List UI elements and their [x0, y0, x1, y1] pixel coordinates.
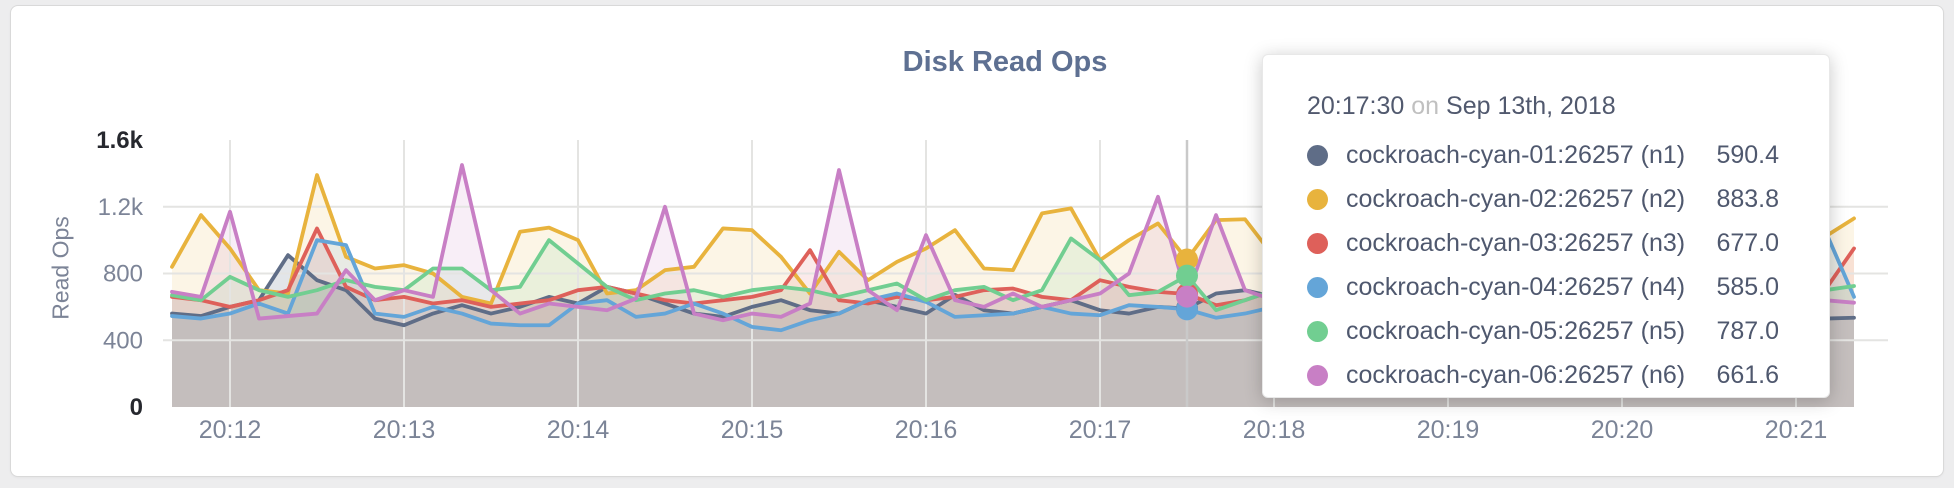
series-label: cockroach-cyan-06:26257 (n6) — [1346, 360, 1686, 389]
series-value: 590.4 — [1716, 140, 1779, 169]
series-value: 677.0 — [1716, 228, 1779, 257]
series-color-dot — [1307, 144, 1328, 166]
tooltip-row: cockroach-cyan-05:26257 (n5) 787.0 — [1307, 309, 1779, 353]
tooltip-row: cockroach-cyan-02:26257 (n2) 883.8 — [1307, 177, 1779, 221]
tooltip-row: cockroach-cyan-03:26257 (n3) 677.0 — [1307, 221, 1779, 265]
chart-title: Disk Read Ops — [902, 46, 1108, 78]
series-color-dot — [1307, 232, 1328, 254]
series-color-dot — [1307, 276, 1328, 298]
series-color-dot — [1307, 364, 1328, 386]
tooltip-row: cockroach-cyan-06:26257 (n6) 661.6 — [1307, 353, 1779, 397]
series-value: 787.0 — [1716, 316, 1779, 345]
y-axis-label: Read Ops — [47, 216, 74, 320]
series-label: cockroach-cyan-02:26257 (n2) — [1346, 184, 1686, 213]
series-color-dot — [1307, 188, 1328, 210]
tooltip-row: cockroach-cyan-04:26257 (n4) 585.0 — [1307, 265, 1779, 309]
series-value: 883.8 — [1716, 184, 1779, 213]
series-label: cockroach-cyan-01:26257 (n1) — [1346, 140, 1686, 169]
series-label: cockroach-cyan-03:26257 (n3) — [1346, 228, 1686, 257]
tooltip-row: cockroach-cyan-01:26257 (n1) 590.4 — [1307, 133, 1779, 177]
tooltip-conjunction: on — [1411, 92, 1440, 120]
tooltip-header: 20:17:30 on Sep 13th, 2018 — [1307, 89, 1779, 123]
series-label: cockroach-cyan-05:26257 (n5) — [1346, 316, 1686, 345]
series-value: 585.0 — [1716, 272, 1779, 301]
series-label: cockroach-cyan-04:26257 (n4) — [1346, 272, 1686, 301]
series-value: 661.6 — [1716, 360, 1779, 389]
tooltip-date: Sep 13th, 2018 — [1446, 92, 1616, 120]
series-color-dot — [1307, 320, 1328, 342]
tooltip-time: 20:17:30 — [1307, 92, 1405, 120]
hover-tooltip: 20:17:30 on Sep 13th, 2018 cockroach-cya… — [1262, 54, 1830, 398]
